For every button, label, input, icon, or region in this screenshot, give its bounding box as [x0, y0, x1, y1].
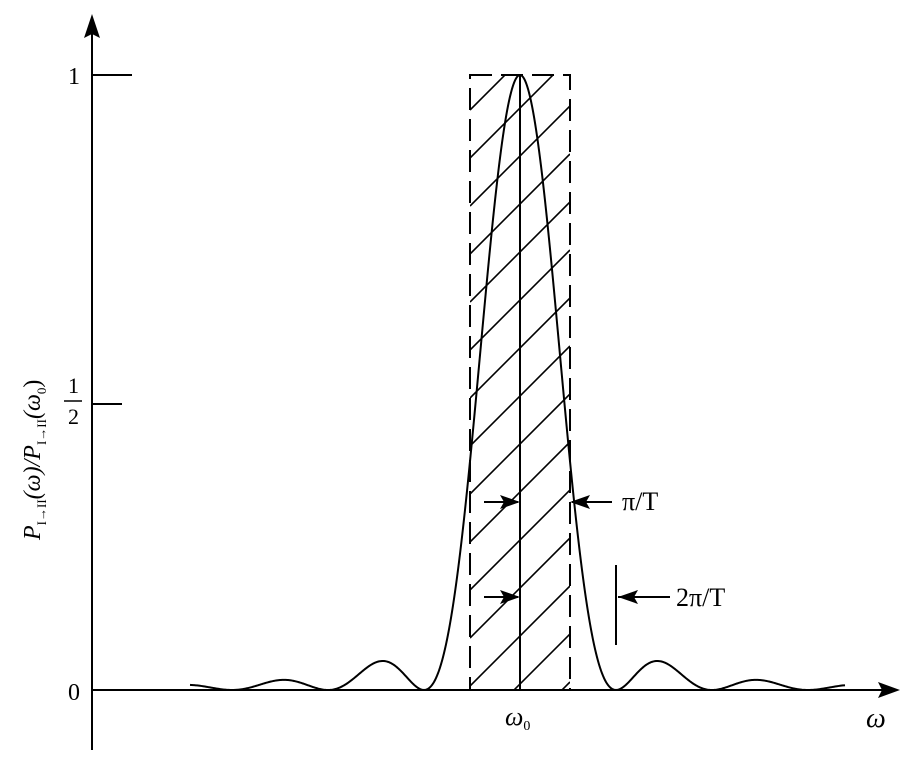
sinc-squared-curve	[189, 73, 846, 692]
zero-distance-annotation	[484, 565, 670, 645]
zero-distance-label: 2π/T	[676, 583, 725, 612]
y-axis-arrow-icon	[84, 14, 100, 38]
y-tick-label-0: 0	[68, 680, 80, 706]
y-tick-label-half-num: 1	[68, 373, 79, 398]
half-width-label: π/T	[622, 487, 658, 516]
x-axis-label: ω	[866, 703, 886, 734]
y-tick-label-half-den: 2	[68, 404, 79, 429]
hatch-line	[470, 75, 507, 111]
y-tick-label-1: 1	[68, 64, 80, 90]
y-axis-label: PI→II(ω)/PI→II(ω0)	[20, 380, 49, 541]
half-width-annotation	[484, 495, 612, 509]
x-axis-arrow-icon	[878, 682, 900, 698]
x-tick-label-omega0: ω0	[505, 702, 530, 734]
